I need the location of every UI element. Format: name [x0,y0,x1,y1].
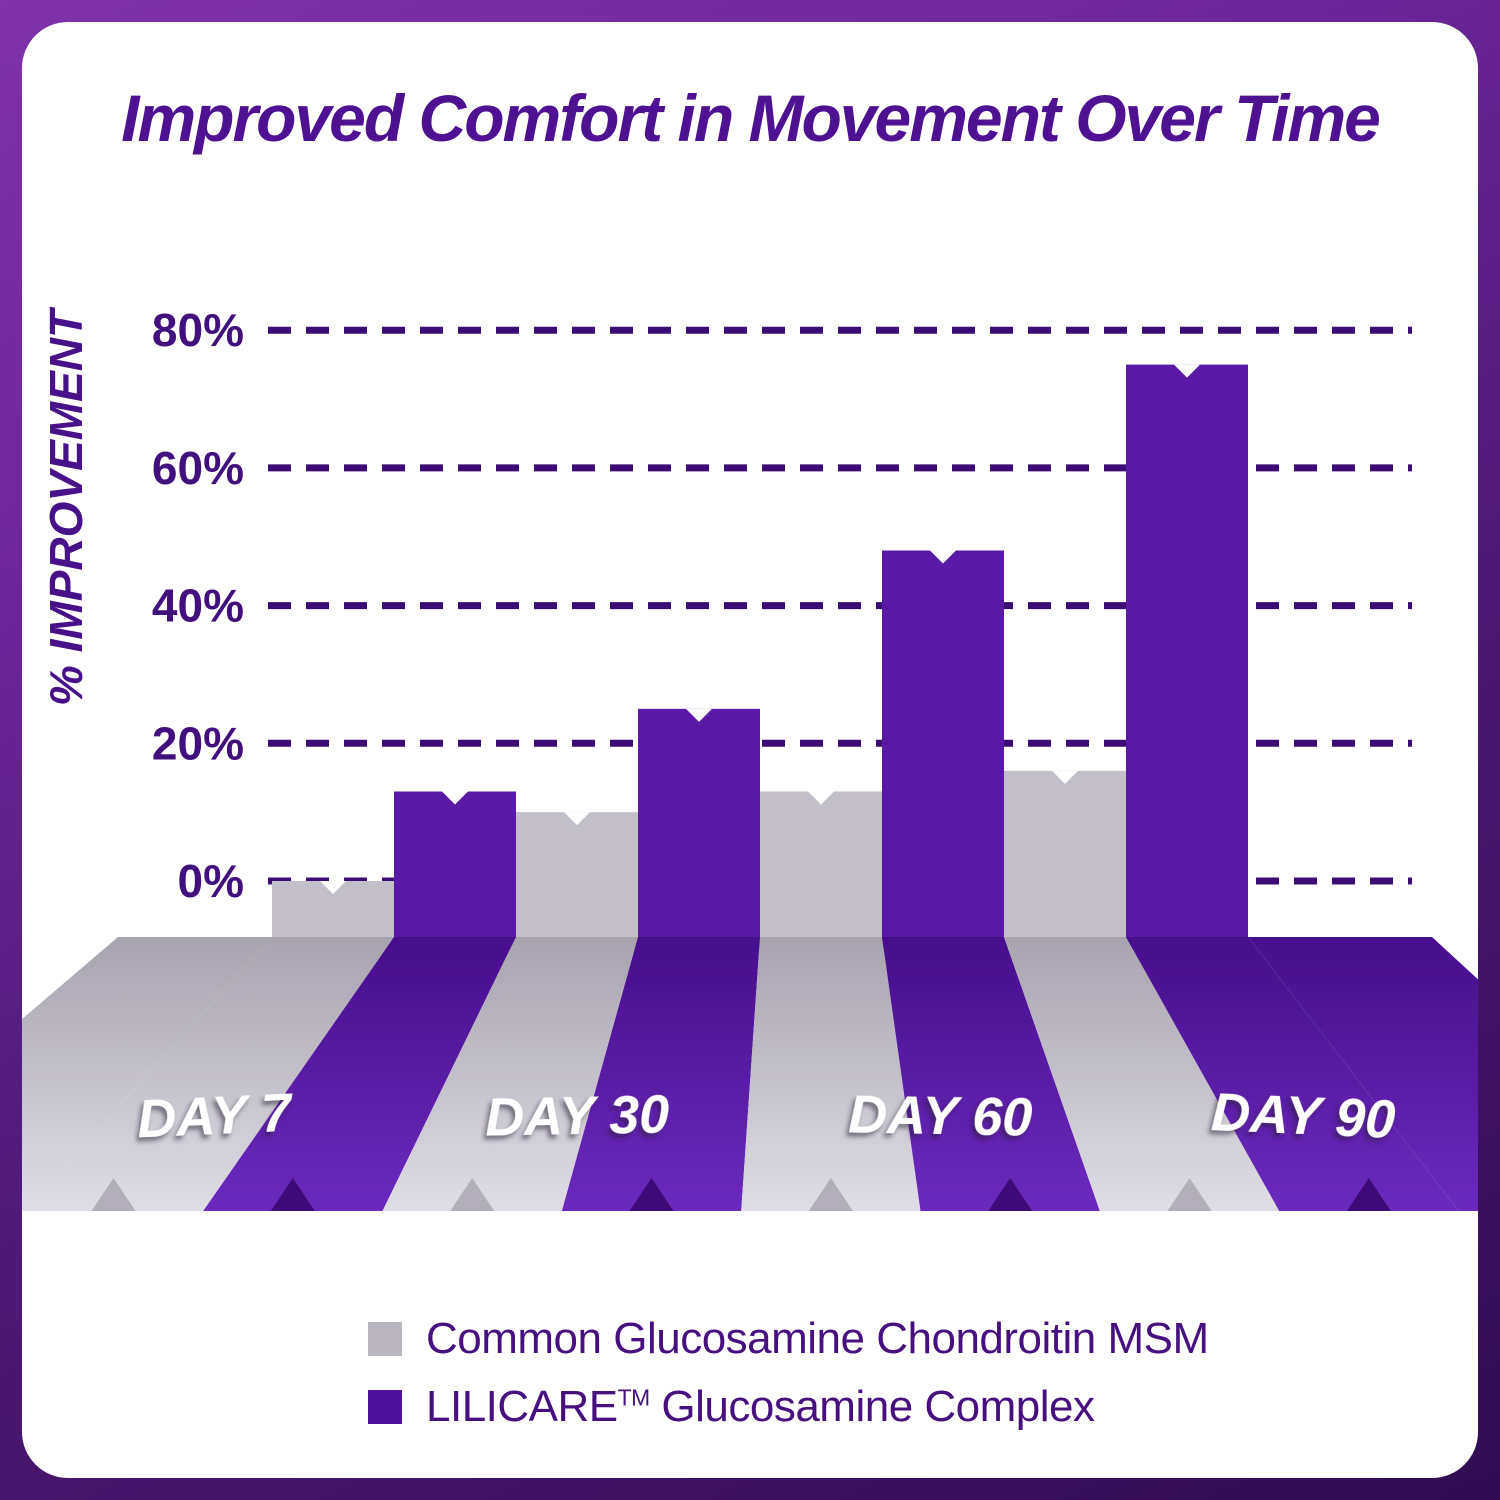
floor-notch-icon [270,1178,315,1211]
bar-day-7-lilicare [394,791,516,949]
bar-day-60-lilicare [882,550,1004,949]
y-tick-20%: 20% [152,717,244,769]
bar-top-notch-icon [930,550,956,564]
legend-label-lilicare: LILICARETM Glucosamine Complex [426,1382,1095,1431]
floor-pad-right [1248,937,1478,1211]
floor-stripe-day-7-common [23,937,394,1211]
bar-day-60-common [760,791,882,949]
legend-swatch-gray-icon [368,1322,402,1356]
bar-top-notch-icon [442,791,468,805]
floor-notch-icon [629,1178,674,1211]
x-label-day-7: DAY 7 [136,1083,295,1150]
bars [272,364,1248,949]
floor-notch-icon [808,1178,853,1211]
floor-stripe-day-60-lilicare [882,937,1100,1211]
y-tick-0%: 0% [178,855,244,907]
chart-card: 80% 60% 40% 20% 0%% IMPROVEMENT DAY 7 DAY 30 DA… [22,22,1478,1478]
floor-stripe-day-7-lilicare [203,937,517,1211]
floor-stripe-day-60-common [741,937,921,1211]
floor-notch-icon [450,1178,495,1211]
x-label-day-90: DAY 90 [1210,1082,1397,1150]
y-tick-60%: 60% [152,442,244,494]
floor-notch-icon [1346,1178,1391,1211]
floor-notch-icon [1167,1178,1212,1211]
floor-notch-icon [91,1178,136,1211]
floor [22,937,1478,1211]
chart-title: Improved Comfort in Movement Over Time [121,81,1381,155]
floor-notch-icon [988,1178,1033,1211]
y-tick-40%: 40% [152,580,244,632]
x-label-day-30: DAY 30 [485,1084,670,1147]
floor-stripe-day-30-common [382,937,638,1211]
bar-day-30-common [516,812,638,949]
floor-stripe-day-30-lilicare [561,937,760,1211]
bar-top-notch-icon [1174,364,1200,378]
floor-stripe-day-90-lilicare [1126,937,1459,1211]
legend-item-lilicare: LILICARETM Glucosamine Complex [368,1382,1209,1432]
y-axis-label: % IMPROVEMENT [40,306,92,706]
legend-swatch-purple-icon [368,1390,402,1424]
bar-day-90-common [1004,770,1126,949]
bar-top-notch-icon [686,708,712,722]
trademark-symbol: TM [617,1384,651,1411]
bar-day-90-lilicare [1126,364,1248,949]
legend: Common Glucosamine Chondroitin MSM LILIC… [368,1314,1209,1432]
y-tick-80%: 80% [152,304,244,356]
legend-label-common: Common Glucosamine Chondroitin MSM [426,1314,1209,1363]
floor-stripe-day-90-common [1004,937,1280,1211]
bar-top-notch-icon [1052,770,1078,784]
bar-top-notch-icon [808,791,834,805]
floor-pad-left [22,937,272,1211]
x-label-day-60: DAY 60 [848,1084,1033,1147]
bar-top-notch-icon [564,812,590,826]
bar-day-30-lilicare [638,708,760,949]
x-labels: DAY 7 DAY 30 DAY 60 DAY 90 [136,1082,1397,1150]
legend-item-common: Common Glucosamine Chondroitin MSM [368,1314,1209,1364]
bar-top-notch-icon [320,881,346,894]
y-axis-ticks: 80% 60% 40% 20% 0% [152,304,244,907]
